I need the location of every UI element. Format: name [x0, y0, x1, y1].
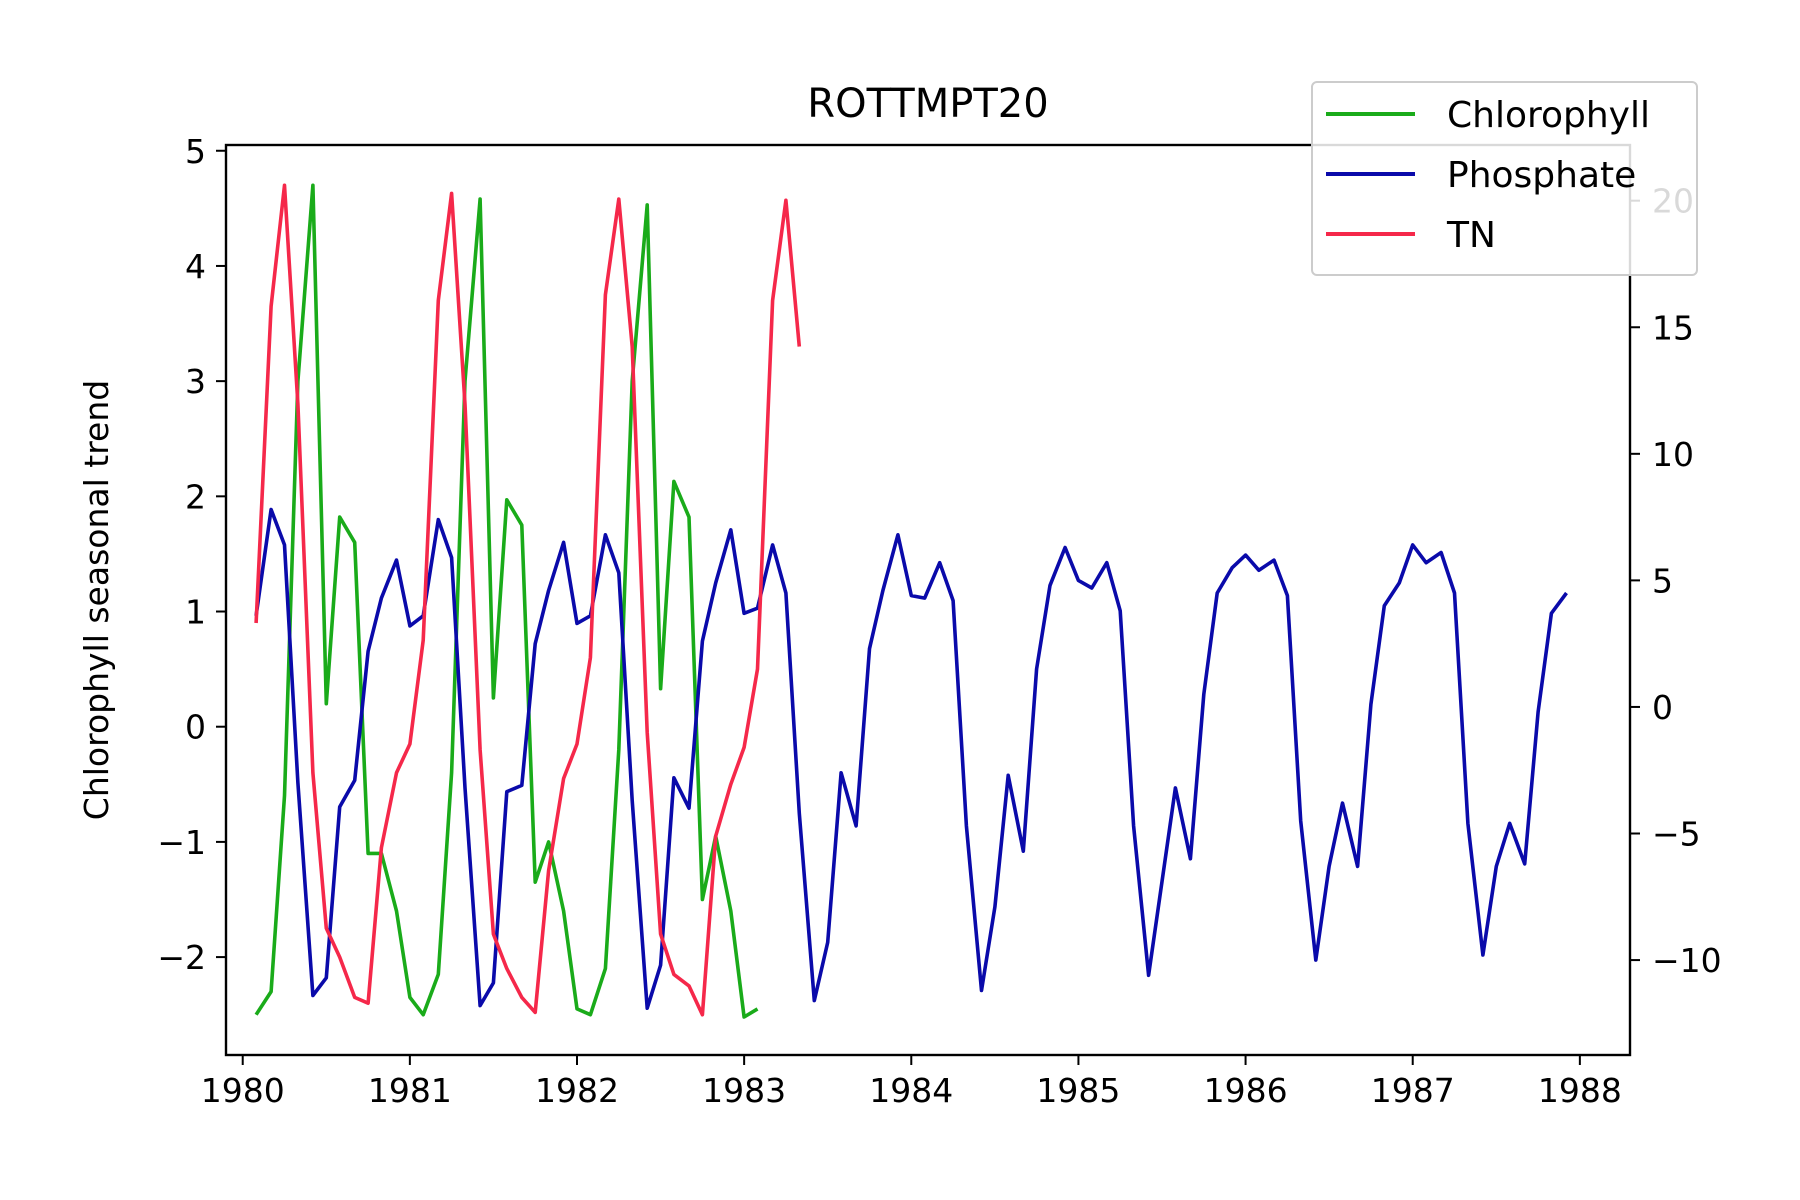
y-left-tick-label: 3 [185, 362, 206, 401]
x-tick-label: 1987 [1371, 1071, 1455, 1110]
y-left-tick-label: −2 [157, 938, 206, 977]
x-tick-label: 1981 [368, 1071, 452, 1110]
legend-label-tn: TN [1446, 215, 1496, 256]
y-right-tick-label: 5 [1652, 561, 1673, 600]
y-left-tick-label: 5 [185, 132, 206, 171]
x-tick-label: 1985 [1036, 1071, 1120, 1110]
y-left-tick-label: −1 [157, 823, 206, 862]
x-tick-label: 1984 [869, 1071, 953, 1110]
y-left-tick-label: 1 [185, 593, 206, 632]
y-right-tick-label: 0 [1652, 688, 1673, 727]
y-right-tick-label: 10 [1652, 435, 1694, 474]
plot-frame [224, 143, 1632, 1057]
y-left-tick-label: 0 [185, 708, 206, 747]
x-tick-label: 1982 [535, 1071, 619, 1110]
series-line-tn [254, 183, 802, 1017]
legend: Chlorophyll Phosphate TN [1311, 81, 1698, 276]
y-axis-label: Chlorophyll seasonal trend [77, 380, 116, 820]
legend-box [1311, 81, 1698, 276]
series-line-phosphate [254, 507, 1568, 1011]
x-tick-label: 1983 [702, 1071, 786, 1110]
y-left-tick-label: 4 [185, 247, 206, 286]
x-tick-label: 1980 [201, 1071, 285, 1110]
y-left-tick-label: 2 [185, 477, 206, 516]
plot-lines [254, 183, 1568, 1019]
legend-label-chlorophyll: Chlorophyll [1447, 95, 1650, 136]
y-right-tick-label: −5 [1652, 815, 1701, 854]
legend-label-phosphate: Phosphate [1447, 155, 1636, 196]
x-tick-label: 1986 [1204, 1071, 1288, 1110]
chart-title: ROTTMPT20 [807, 81, 1048, 127]
series-line-chlorophyll [254, 183, 759, 1019]
x-axis: 1980 1981 1982 1983 1984 1985 1986 1987 1988 [201, 1055, 1622, 1110]
y-right-tick-label: −10 [1652, 941, 1722, 980]
y-axis-left: −2 −1 0 1 2 3 4 5 [157, 132, 226, 977]
x-tick-label: 1988 [1538, 1071, 1622, 1110]
y-right-tick-label: 15 [1652, 308, 1694, 347]
